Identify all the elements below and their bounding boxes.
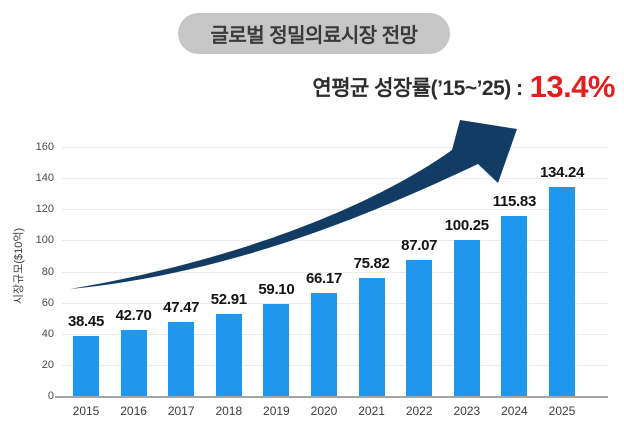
- x-tick-label-2017: 2017: [167, 404, 195, 418]
- bar-2020: [311, 293, 337, 396]
- growth-rate-label: 연평균 성장률(’15~’25) :: [312, 77, 523, 100]
- value-label-2021: 75.82: [353, 255, 390, 272]
- value-label-2022: 87.07: [401, 237, 438, 255]
- bar-2015: [73, 336, 99, 396]
- value-label-2024: 115.83: [492, 192, 537, 210]
- value-label-2017: 47.47: [163, 299, 200, 317]
- y-tick-label-160: 160: [35, 141, 54, 153]
- value-label-2016: 42.70: [115, 306, 152, 324]
- bar-2017: [168, 322, 195, 396]
- y-tick-label-80: 80: [41, 265, 54, 278]
- y-tick-label-0: 0: [47, 390, 54, 402]
- value-label-2023: 100.25: [444, 216, 489, 234]
- growth-rate-annotation: 연평균 성장률(’15~’25) : 13.4%: [312, 68, 615, 106]
- bar-2018: [215, 313, 242, 396]
- bar-2016: [120, 329, 147, 396]
- x-axis-line: [55, 396, 608, 398]
- y-tick-label-60: 60: [41, 296, 54, 309]
- x-tick-label-2021: 2021: [358, 404, 385, 418]
- x-tick-label-2024: 2024: [501, 404, 528, 418]
- value-label-2015: 38.45: [67, 313, 105, 331]
- x-tick-label-2019: 2019: [263, 404, 290, 418]
- y-tick-label-20: 20: [41, 358, 54, 371]
- x-tick-label-2015: 2015: [72, 404, 100, 418]
- bar-2023: [453, 239, 480, 396]
- bar-2025: [549, 187, 575, 396]
- bar-2019: [263, 304, 290, 396]
- bar-2021: [358, 278, 385, 396]
- growth-rate-value: 13.4%: [529, 69, 616, 104]
- y-tick-label-40: 40: [41, 327, 54, 340]
- y-tick-label-140: 140: [35, 172, 54, 185]
- x-tick-label-2020: 2020: [310, 404, 338, 418]
- x-tick-label-2025: 2025: [548, 404, 576, 418]
- x-tick-label-2023: 2023: [453, 404, 481, 418]
- value-label-2020: 66.17: [305, 270, 343, 288]
- y-tick-label-100: 100: [35, 234, 54, 247]
- x-tick-label-2016: 2016: [120, 404, 147, 418]
- value-label-2018: 52.91: [210, 290, 247, 308]
- x-tick-label-2022: 2022: [405, 404, 433, 418]
- x-tick-label-2018: 2018: [215, 404, 243, 418]
- bar-2024: [501, 215, 528, 396]
- gridline-140: [62, 178, 608, 180]
- y-tick-label-120: 120: [35, 203, 54, 216]
- value-label-2025: 134.24: [539, 164, 585, 182]
- gridline-160: [62, 147, 608, 148]
- title-badge: 글로벌 정밀의료시장 전망: [178, 13, 450, 54]
- bar-2022: [406, 260, 433, 396]
